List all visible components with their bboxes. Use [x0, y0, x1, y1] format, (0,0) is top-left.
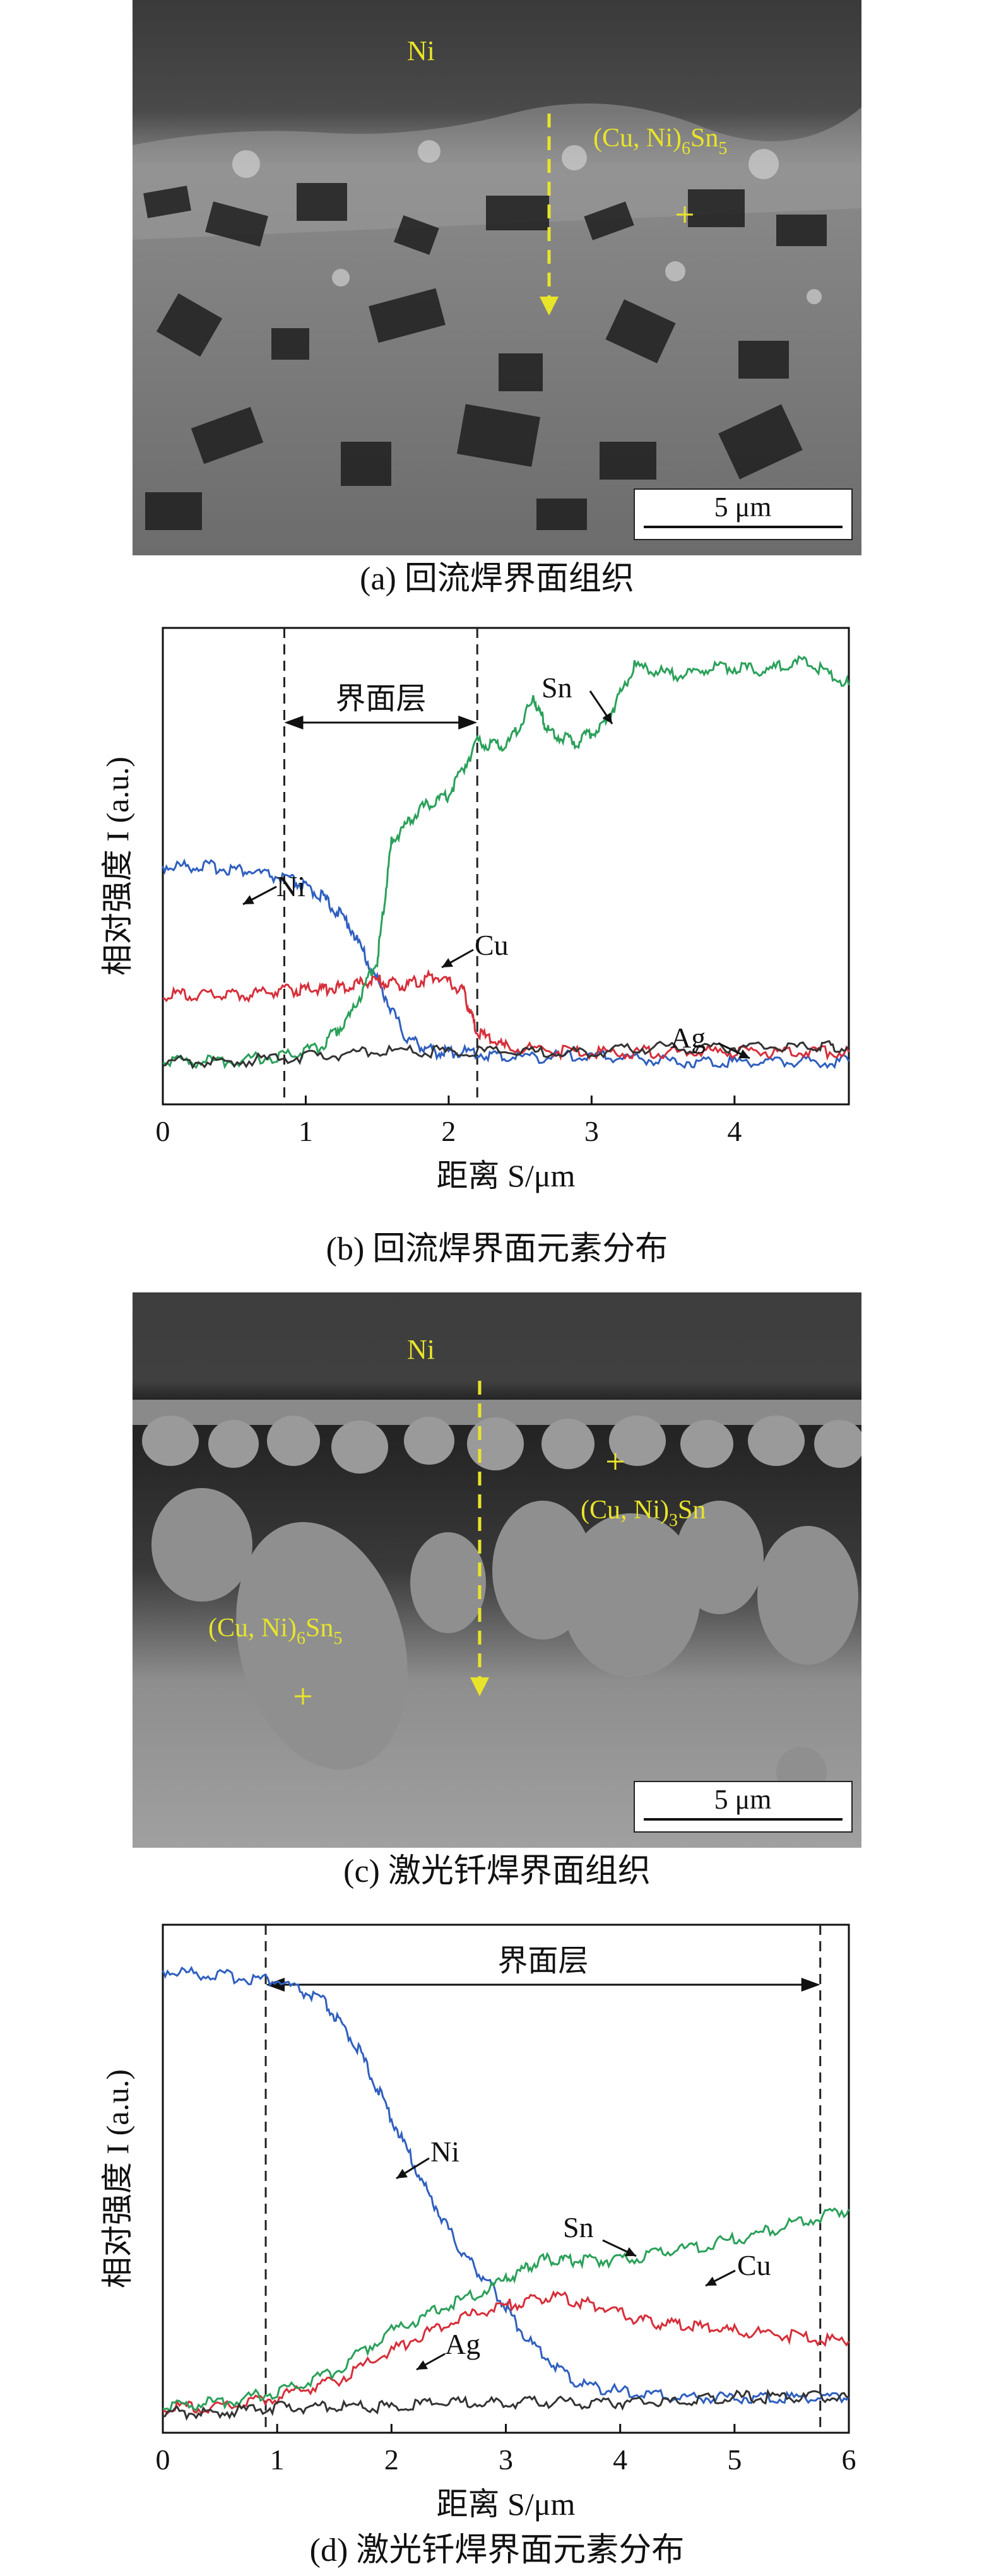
chart-reflow-element-distribution: 0 1 2 3 4 距离 S/μm 相对强度 I (a.u.) 界面层 Sn Ni Cu Ag — [100, 627, 850, 1193]
x-tick-label: 6 — [842, 2443, 856, 2476]
y-axis-label: 相对强度 I (a.u.) — [100, 2069, 135, 2288]
label-phase-cu-ni-6-sn-5: (Cu, Ni)6Sn5 — [208, 1614, 342, 1648]
x-tick-label: 3 — [584, 1115, 599, 1147]
series-label-arrowhead — [706, 2276, 717, 2286]
label-ni: Ni — [407, 35, 435, 66]
caption-a: (a) 回流焊界面组织 — [360, 561, 634, 597]
x-tick-label: 4 — [613, 2443, 627, 2476]
series-label-ag: Ag — [670, 1022, 706, 1054]
series-label-arrowhead — [625, 2247, 636, 2257]
series-label-arrowhead — [442, 958, 453, 967]
series-label-arrowhead — [602, 712, 612, 724]
series-label-ag: Ag — [445, 2328, 480, 2360]
series-label-arrowhead — [738, 1049, 750, 1059]
series-line-ag — [162, 1040, 849, 1070]
x-tick-label: 5 — [727, 2443, 742, 2476]
series-label-arrowhead — [243, 895, 254, 904]
x-tick-label: 1 — [299, 1115, 313, 1147]
caption-c: (c) 激光钎焊界面组织 — [343, 1853, 651, 1889]
svg-text:5 μm: 5 μm — [714, 1784, 772, 1815]
region-arrow-head-left — [266, 1978, 285, 1992]
scan-arrow — [470, 1381, 489, 1696]
series-line-cu — [162, 2290, 850, 2415]
x-tick-label: 0 — [156, 2443, 170, 2476]
region-arrow-head-right — [801, 1978, 820, 1992]
series-line-ag — [162, 2389, 849, 2421]
label-ni: Ni — [407, 1334, 435, 1365]
scan-arrow — [540, 114, 559, 316]
point-marker-lower — [295, 1688, 311, 1705]
caption-d: (d) 激光钎焊界面元素分布 — [309, 2532, 685, 2568]
series-line-sn — [162, 654, 850, 1070]
scale-bar: 5 μm — [634, 488, 853, 540]
x-tick-label: 0 — [156, 1115, 170, 1147]
x-tick-label: 1 — [270, 2443, 285, 2476]
region-label: 界面层 — [497, 1944, 588, 1978]
scale-bar: 5 μm — [634, 1781, 853, 1833]
series-label-ni: Ni — [276, 870, 305, 902]
x-axis-label: 距离 S/μm — [437, 2486, 576, 2522]
series-label-arrowhead — [417, 2360, 428, 2370]
plot-frame — [162, 627, 850, 1106]
point-marker-upper — [607, 1453, 624, 1470]
point-marker — [677, 206, 693, 223]
x-tick-label: 2 — [384, 2443, 399, 2476]
series-line-sn — [162, 2207, 850, 2413]
region-label: 界面层 — [335, 682, 426, 716]
sem-image-reflow: Ni (Cu, Ni)6Sn5 5 μm — [133, 0, 861, 555]
caption-b: (b) 回流焊界面元素分布 — [326, 1231, 668, 1267]
x-tick-label: 4 — [727, 1115, 742, 1147]
sem-image-laser: Ni (Cu, Ni)3Sn (Cu, Ni)6Sn5 5 μm — [133, 1292, 861, 1848]
chart-laser-element-distribution: 0 1 2 3 4 5 6 距离 S/μm 相对强度 I (a.u.) 界面层 Ni Sn Cu Ag — [100, 1923, 856, 2522]
label-phase-cu-ni-3-sn: (Cu, Ni)3Sn — [581, 1496, 706, 1530]
series-label-ni: Ni — [430, 2136, 459, 2168]
x-axis-label: 距离 S/μm — [437, 1158, 576, 1193]
series-label-cu: Cu — [737, 2249, 771, 2281]
x-tick-label: 3 — [499, 2443, 513, 2476]
x-tick-label: 2 — [441, 1115, 456, 1147]
series-line-ni — [162, 858, 850, 1070]
region-arrow-head-left — [284, 716, 304, 730]
series-line-ni — [162, 1966, 850, 2405]
svg-text:5 μm: 5 μm — [714, 492, 772, 523]
region-arrow-head-right — [458, 716, 478, 730]
series-label-sn: Sn — [541, 671, 572, 704]
series-label-arrowhead — [396, 2168, 408, 2178]
series-line-cu — [162, 969, 850, 1061]
y-axis-label: 相对强度 I (a.u.) — [100, 757, 135, 976]
series-label-sn: Sn — [563, 2211, 594, 2243]
series-label-cu: Cu — [475, 929, 509, 961]
label-phase-cu-ni-6-sn-5: (Cu, Ni)6Sn5 — [593, 124, 727, 158]
